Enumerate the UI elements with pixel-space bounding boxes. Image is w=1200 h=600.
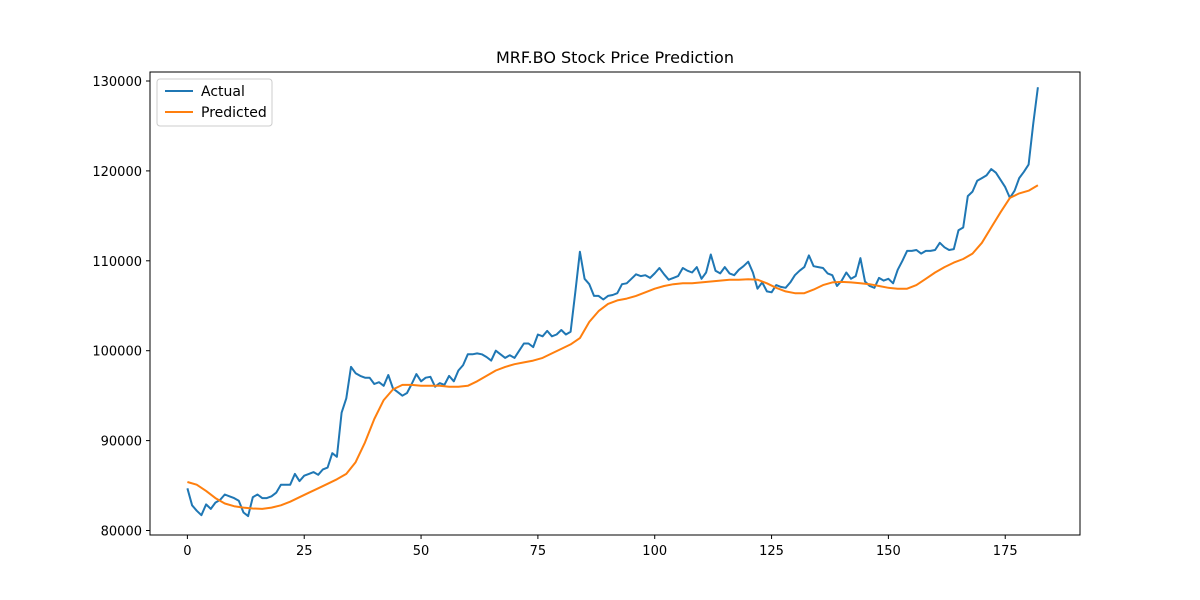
series-line-actual bbox=[186, 87, 1039, 518]
y-tick-label: 100000 bbox=[92, 345, 142, 360]
y-axis: 80000 90000 100000 110000 120000 130000 bbox=[92, 75, 150, 540]
y-tick-label: 110000 bbox=[92, 255, 142, 270]
y-tick-label: 80000 bbox=[101, 525, 142, 540]
x-axis: 0 25 50 75 100 125 150 175 bbox=[183, 535, 1018, 559]
legend: Actual Predicted bbox=[156, 78, 273, 127]
series-line-predicted bbox=[187, 184, 1039, 510]
x-tick-label: 75 bbox=[530, 544, 547, 559]
legend-label-predicted: Predicted bbox=[201, 105, 267, 121]
plot-background bbox=[150, 72, 1080, 535]
legend-label-actual: Actual bbox=[201, 84, 245, 100]
x-tick-label: 0 bbox=[183, 544, 191, 559]
x-tick-label: 175 bbox=[993, 544, 1018, 559]
x-tick-label: 25 bbox=[296, 544, 313, 559]
x-tick-label: 100 bbox=[642, 544, 667, 559]
y-tick-label: 120000 bbox=[92, 165, 142, 180]
y-tick-label: 90000 bbox=[101, 435, 142, 450]
x-tick-label: 150 bbox=[876, 544, 901, 559]
plot-frame bbox=[149, 71, 1081, 536]
series-lines bbox=[186, 87, 1039, 518]
x-tick-label: 50 bbox=[413, 544, 430, 559]
chart-title: MRF.BO Stock Price Prediction bbox=[496, 48, 734, 67]
y-tick-label: 130000 bbox=[92, 75, 142, 90]
x-tick-label: 125 bbox=[759, 544, 784, 559]
